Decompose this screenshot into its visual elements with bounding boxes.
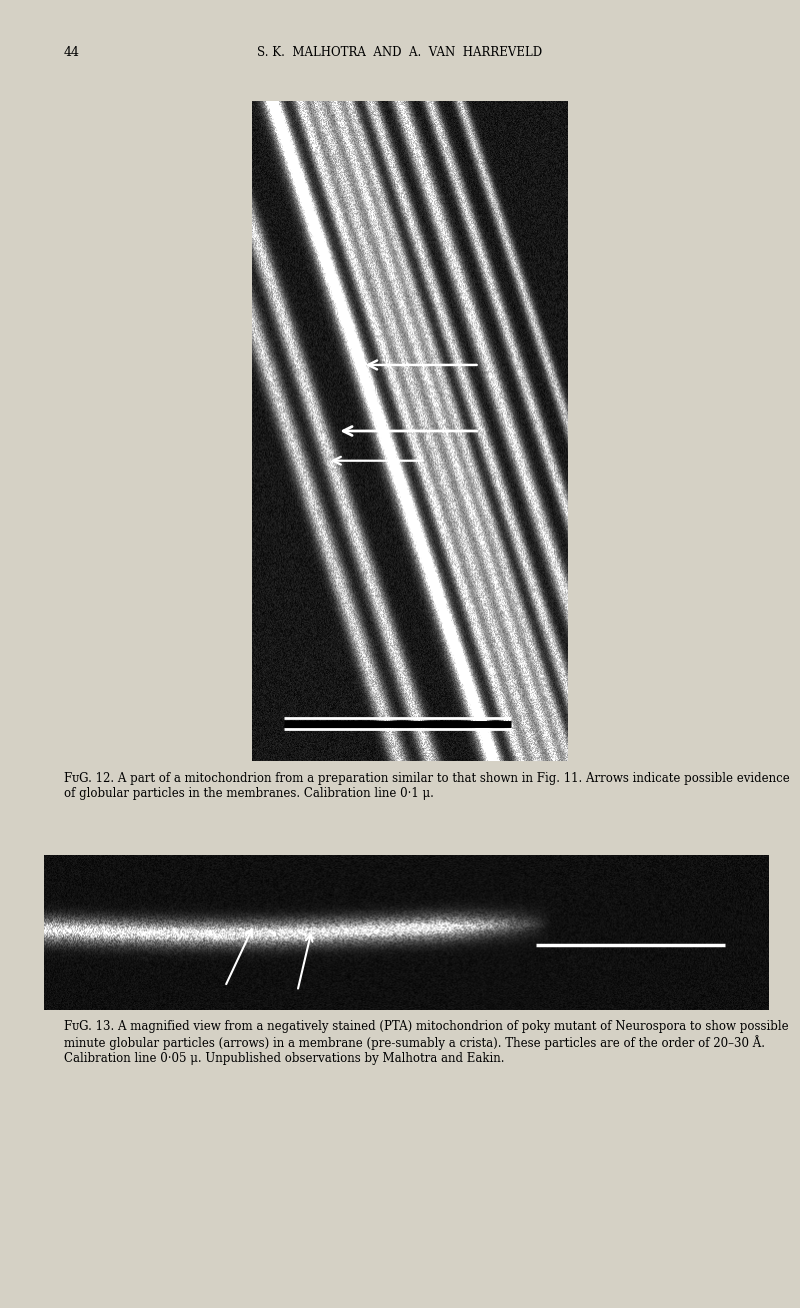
Text: 44: 44 xyxy=(64,46,80,59)
Text: FᴜG. 13. A magnified view from a negatively stained (PTA) mitochondrion of poky : FᴜG. 13. A magnified view from a negativ… xyxy=(64,1020,789,1066)
Text: FᴜG. 12. A part of a mitochondrion from a preparation similar to that shown in F: FᴜG. 12. A part of a mitochondrion from … xyxy=(64,772,790,799)
Text: S. K.  MALHOTRA  AND  A.  VAN  HARREVELD: S. K. MALHOTRA AND A. VAN HARREVELD xyxy=(258,46,542,59)
